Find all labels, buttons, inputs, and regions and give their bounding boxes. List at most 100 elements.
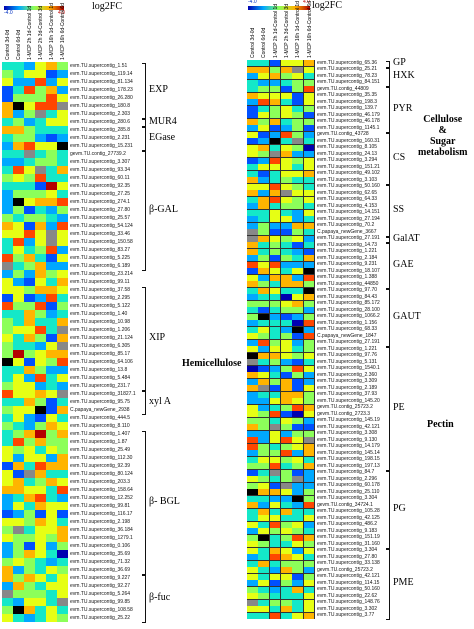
heatmap-cell [24,494,35,502]
heatmap-cell [35,182,46,190]
heatmap-cell [280,248,292,255]
heatmap-cell [247,482,258,489]
heatmap-cell [57,542,68,550]
heatmap-cell [2,318,13,326]
heatmap-cell [2,150,13,158]
column-header: 1-MCP 2h 1d-Control 1d [272,3,279,58]
gene-label: evm.TU.supercontig_8.110 [70,422,130,429]
heatmap-cell [247,138,258,145]
heatmap-cell [303,242,315,249]
heatmap-cell [269,60,281,67]
heatmap-cell [303,599,315,606]
heatmap-cell [46,278,57,286]
heatmap-cell [247,502,258,509]
gene-label: evm.TU.supercontig_36.184 [70,526,133,533]
heatmap-cell [35,302,46,310]
heatmap-cell [303,151,315,158]
heatmap-cell [292,482,303,489]
heatmap-cell [258,131,270,138]
gene-label: evm.TU.supercontig_10.98 [70,318,131,325]
heatmap-cell [2,446,13,454]
heatmap-cell [13,462,24,470]
heatmap-cell [35,94,46,102]
heatmap-cell [35,582,46,590]
heatmap-cell [303,346,315,353]
gene-label: evm.TU.supercontig_1.407 [70,430,131,437]
heatmap-cell [2,62,13,70]
heatmap-cell [280,502,292,509]
heatmap-cell [46,526,57,534]
heatmap-cell [247,255,258,262]
heatmap-cell [57,254,68,262]
heatmap-cell [292,515,303,522]
gene-label: evm.TU.supercontig_60.11 [70,174,130,181]
heatmap-cell [13,342,24,350]
gene-label: C.papaya_newGene_2938 [70,406,130,413]
heatmap-cell [258,248,270,255]
heatmap-cell [46,182,57,190]
heatmap-cell [269,599,281,606]
heatmap-cell [269,424,281,431]
heatmap-cell [46,406,57,414]
heatmap-cell [46,566,57,574]
heatmap-cell [46,510,57,518]
heatmap-cell [57,606,68,614]
heatmap-cell [292,125,303,132]
heatmap-cell [258,216,270,223]
heatmap-cell [13,190,24,198]
heatmap-cell [303,365,315,372]
heatmap-cell [57,238,68,246]
heatmap-cell [269,79,281,86]
heatmap-cell [2,358,13,366]
heatmap-cell [258,586,270,593]
gene-label: evm.TU.supercontig_486.2 [317,521,378,528]
heatmap-cell [24,606,35,614]
heatmap-cell [292,365,303,372]
heatmap-cell [258,352,270,359]
heatmap-cell [303,216,315,223]
gene-label: evm.TU.supercontig_60.178 [317,482,380,489]
gene-label: evm.TU.supercontig_99.11 [70,278,130,285]
heatmap-cell [57,246,68,254]
heatmap-cell [13,278,24,286]
gene-label: evm.TU.supercontig_3.307 [70,158,131,165]
heatmap-cell [13,246,24,254]
heatmap-cell [303,404,315,411]
heatmap-cell [13,94,24,102]
category-hemicellulose: Hemicellulose [182,358,242,369]
group-label: PG [393,502,406,514]
heatmap-cell [292,346,303,353]
heatmap-cell [57,262,68,270]
gene-label: evm.TU.supercontig_105.28 [317,508,380,515]
heatmap-cell [35,558,46,566]
heatmap-cell [269,183,281,190]
heatmap-cell [247,190,258,197]
group-bracket [386,87,390,133]
heatmap-cell [292,287,303,294]
heatmap-cell [57,294,68,302]
heatmap-cell [258,255,270,262]
group-bracket [142,119,146,127]
column-header: Control 6d-0d [16,29,22,60]
heatmap-cell [269,300,281,307]
gene-label: evm.TU.supercontig_14.151 [317,209,380,216]
heatmap-cell [303,528,315,535]
heatmap-cell [35,438,46,446]
heatmap-cell [269,359,281,366]
heatmap-cell [303,177,315,184]
group-bracket [386,243,390,289]
gene-label: evm.TU.supercontig_27.191 [317,339,380,346]
heatmap-cell [57,214,68,222]
heatmap-cell [292,398,303,405]
heatmap-cell [258,404,270,411]
gene-label: evm.TU.supercontig_92.27 [70,582,131,589]
heatmap-cell [258,606,270,613]
heatmap-cell [24,254,35,262]
gene-label: evm.TU.supercontig_1.206 [70,326,131,333]
heatmap-cell [247,372,258,379]
heatmap-cell [35,486,46,494]
heatmap-cell [35,358,46,366]
heatmap-cell [247,229,258,236]
heatmap-cell [46,318,57,326]
heatmap-cell [280,235,292,242]
